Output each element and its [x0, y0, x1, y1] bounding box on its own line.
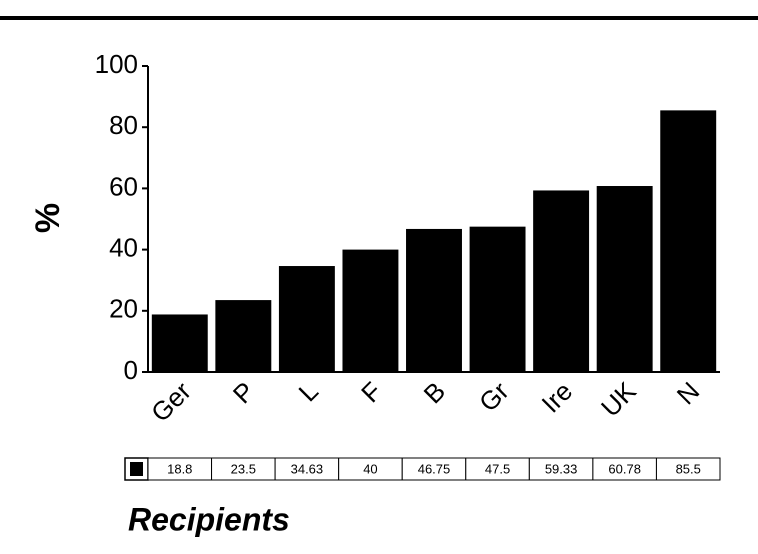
bar [215, 300, 272, 372]
table-value: 47.5 [485, 461, 510, 476]
bar [278, 266, 335, 372]
y-tick-label: 100 [95, 49, 138, 79]
table-value: 23.5 [231, 461, 256, 476]
y-tick-label: 0 [124, 355, 138, 385]
table-value: 85.5 [676, 461, 701, 476]
y-tick-label: 60 [109, 171, 138, 201]
x-axis-label: Recipients [128, 501, 290, 537]
y-tick-label: 80 [109, 110, 138, 140]
table-value: 59.33 [545, 461, 578, 476]
table-value: 34.63 [291, 461, 324, 476]
bar [596, 186, 653, 372]
bar [469, 226, 526, 372]
legend-swatch [130, 462, 143, 476]
bar [151, 314, 208, 372]
y-tick-label: 20 [109, 294, 138, 324]
bar [533, 190, 590, 372]
bar [406, 228, 462, 372]
y-axis-label: % [29, 203, 67, 233]
table-value: 18.8 [167, 461, 192, 476]
bar [660, 110, 717, 373]
table-value: 60.78 [608, 461, 641, 476]
table-cell [655, 457, 721, 481]
table-value: 46.75 [418, 461, 451, 476]
y-tick-label: 40 [109, 232, 138, 262]
bar [342, 249, 399, 372]
table-value: 40 [363, 461, 377, 476]
